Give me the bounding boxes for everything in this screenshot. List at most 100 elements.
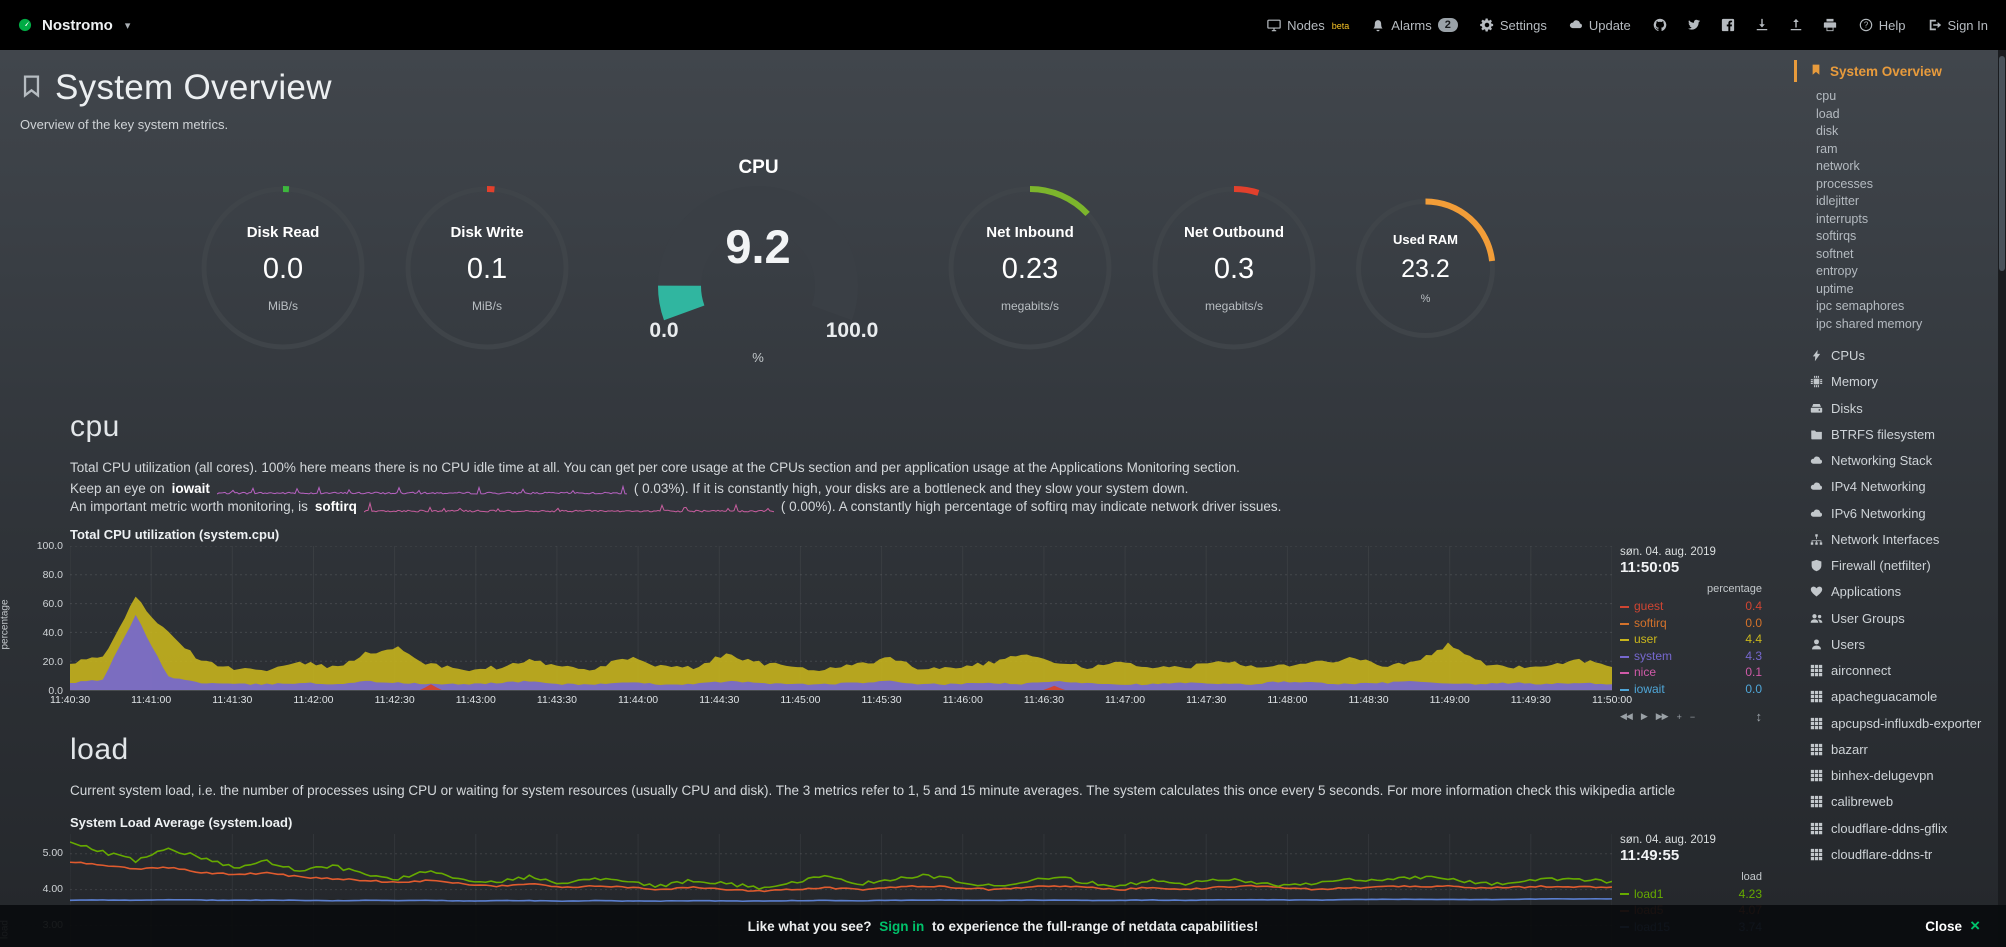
sidebar-subitem[interactable]: ipc shared memory xyxy=(1816,316,1923,331)
settings-button[interactable]: Settings xyxy=(1480,18,1547,33)
sidebar-section-item[interactable]: CPUs xyxy=(1810,343,1998,369)
print-icon[interactable] xyxy=(1823,18,1837,32)
signin-button[interactable]: Sign In xyxy=(1928,18,1988,33)
sidebar-section-item[interactable]: Users xyxy=(1810,632,1998,658)
legend-row[interactable]: user 4.4 xyxy=(1620,631,1762,648)
cpu-chart-canvas[interactable] xyxy=(70,546,1612,692)
sidebar-section-item[interactable]: Network Interfaces xyxy=(1810,527,1998,553)
sidebar-subitem[interactable]: idlejitter xyxy=(1816,194,1860,208)
sidebar-section-item[interactable]: IPv4 Networking xyxy=(1810,474,1998,500)
help-icon: ? xyxy=(1859,18,1873,32)
series-dash xyxy=(1620,893,1629,896)
sidebar-subitem[interactable]: interrupts xyxy=(1816,211,1869,226)
legend-row[interactable]: load1 4.23 xyxy=(1620,886,1762,903)
sidebar-section-item[interactable]: Disks xyxy=(1810,396,1998,422)
cpu-section-description: Total CPU utilization (all cores). 100% … xyxy=(70,460,1240,475)
x-axis-tick: 11:46:30 xyxy=(1023,694,1064,707)
update-button[interactable]: Update xyxy=(1569,18,1631,33)
alarms-button[interactable]: Alarms 2 xyxy=(1371,18,1458,33)
gear-icon xyxy=(1480,18,1494,32)
sidebar-subitem[interactable]: uptime xyxy=(1816,281,1854,296)
sidebar-section-item[interactable]: cloudflare-ddns-gflix xyxy=(1810,816,1998,842)
chevron-down-icon[interactable]: ▾ xyxy=(124,19,131,32)
facebook-icon[interactable] xyxy=(1721,18,1735,32)
sidebar-subitem[interactable]: ram xyxy=(1816,141,1838,156)
sidebar-section-item[interactable]: IPv6 Networking xyxy=(1810,501,1998,527)
zoom-in-button[interactable]: + xyxy=(1676,711,1682,722)
main-content: System Overview Overview of the key syst… xyxy=(0,50,1786,947)
legend-row[interactable]: guest 0.4 xyxy=(1620,598,1762,615)
banner-close-button[interactable]: Close × xyxy=(1925,916,1980,935)
legend-row[interactable]: iowait 0.0 xyxy=(1620,681,1762,698)
sidebar-section-item[interactable]: Memory xyxy=(1810,369,1998,395)
shield-icon xyxy=(1810,558,1831,574)
download-icon[interactable] xyxy=(1755,18,1769,32)
gauge-disk-write[interactable]: Disk Write 0.1 MiB/s xyxy=(402,183,572,353)
sidebar-section-item[interactable]: cloudflare-ddns-tr xyxy=(1810,842,1998,868)
sidebar-section-item[interactable]: binhex-delugevpn xyxy=(1810,763,1998,789)
sidebar-subitem[interactable]: entropy xyxy=(1816,264,1858,278)
series-dash xyxy=(1620,639,1629,642)
gauge-net-inbound[interactable]: Net Inbound 0.23 megabits/s xyxy=(945,183,1115,353)
sidebar-subitem[interactable]: cpu xyxy=(1816,89,1837,103)
sidebar-section-item[interactable]: airconnect xyxy=(1810,658,1998,684)
netdata-logo[interactable] xyxy=(18,18,32,32)
gauge-cpu[interactable]: CPU 9.2 0.0 100.0 % xyxy=(606,157,911,379)
help-button[interactable]: ? Help xyxy=(1859,18,1906,33)
scrollbar-thumb[interactable] xyxy=(1999,56,2005,271)
sidebar-subitem[interactable]: softirqs xyxy=(1816,229,1857,243)
twitter-icon[interactable] xyxy=(1687,18,1701,32)
upload-icon[interactable] xyxy=(1789,18,1803,32)
gauge-used-ram[interactable]: Used RAM 23.2 % xyxy=(1353,196,1498,341)
legend-row[interactable]: softirq 0.0 xyxy=(1620,615,1762,632)
legend-row[interactable]: nice 0.1 xyxy=(1620,664,1762,681)
sidebar-subitem[interactable]: network xyxy=(1816,159,1860,173)
sidebar-subitem[interactable]: softnet xyxy=(1816,246,1854,261)
chart-title: System Load Average (system.load) xyxy=(70,814,293,830)
sidebar-section-item[interactable]: Applications xyxy=(1810,579,1998,605)
x-axis-tick: 11:48:00 xyxy=(1267,694,1308,707)
softirq-sparkline xyxy=(363,500,774,513)
scrollbar[interactable] xyxy=(1998,50,2006,947)
zoom-out-button[interactable]: − xyxy=(1689,711,1695,722)
hostname-selector[interactable]: Nostromo xyxy=(42,16,113,34)
series-dash xyxy=(1620,688,1629,691)
nodes-button[interactable]: Nodes beta xyxy=(1267,18,1349,33)
pan-right-button[interactable]: ▶▶ xyxy=(1655,711,1669,722)
sidebar-section-item[interactable]: User Groups xyxy=(1810,606,1998,632)
beta-badge: beta xyxy=(1331,20,1350,31)
sidebar-item-system-overview[interactable]: System Overview xyxy=(1794,60,1998,82)
sidebar-section-item[interactable]: BTRFS filesystem xyxy=(1810,422,1998,448)
y-axis-tick: 0.0 xyxy=(48,685,63,698)
sidebar-subitem[interactable]: disk xyxy=(1816,124,1839,138)
sidebar-section-item[interactable]: calibreweb xyxy=(1810,789,1998,815)
sidebar-section-item[interactable]: bazarr xyxy=(1810,737,1998,763)
gauge-unit: % xyxy=(752,350,764,365)
x-axis-tick: 11:42:00 xyxy=(293,694,334,707)
gauge-value: 0.1 xyxy=(466,252,508,285)
sidebar-subitem[interactable]: load xyxy=(1816,106,1840,121)
gauge-net-outbound[interactable]: Net Outbound 0.3 megabits/s xyxy=(1149,183,1319,353)
sidebar-subitem[interactable]: processes xyxy=(1816,176,1873,191)
gauge-value: 0.3 xyxy=(1213,252,1255,285)
gauge-label: Disk Read xyxy=(246,223,320,241)
legend-time: 11:50:05 xyxy=(1620,559,1680,577)
gauge-disk-read[interactable]: Disk Read 0.0 MiB/s xyxy=(198,183,368,353)
gauge-unit: MiB/s xyxy=(268,298,298,313)
github-icon[interactable] xyxy=(1653,18,1667,32)
sidebar-submenu: cpu load disk ram network processes idlejitter… xyxy=(1794,82,1998,343)
sidebar-section-item[interactable]: Firewall (netfilter) xyxy=(1810,553,1998,579)
play-button[interactable]: ▶ xyxy=(1640,711,1648,722)
iowait-note: Keep an eye on iowait ( 0.03%). If it is… xyxy=(70,481,1189,497)
pan-left-button[interactable]: ◀◀ xyxy=(1620,711,1633,722)
banner-signin-link[interactable]: Sign in xyxy=(879,918,925,934)
x-axis-tick: 11:47:30 xyxy=(1186,694,1227,707)
chart-resize-handle[interactable]: ↕ xyxy=(1755,709,1763,725)
sidebar-section-item[interactable]: Networking Stack xyxy=(1810,448,1998,474)
sidebar-section-item[interactable]: apacheguacamole xyxy=(1810,684,1998,710)
sidebar-section-item[interactable]: apcupsd-influxdb-exporter xyxy=(1810,711,1998,737)
sidebar-subitem[interactable]: ipc semaphores xyxy=(1816,299,1905,313)
legend-row[interactable]: system 4.3 xyxy=(1620,648,1762,665)
gauge-title: CPU xyxy=(738,157,779,178)
series-dash xyxy=(1620,672,1629,675)
